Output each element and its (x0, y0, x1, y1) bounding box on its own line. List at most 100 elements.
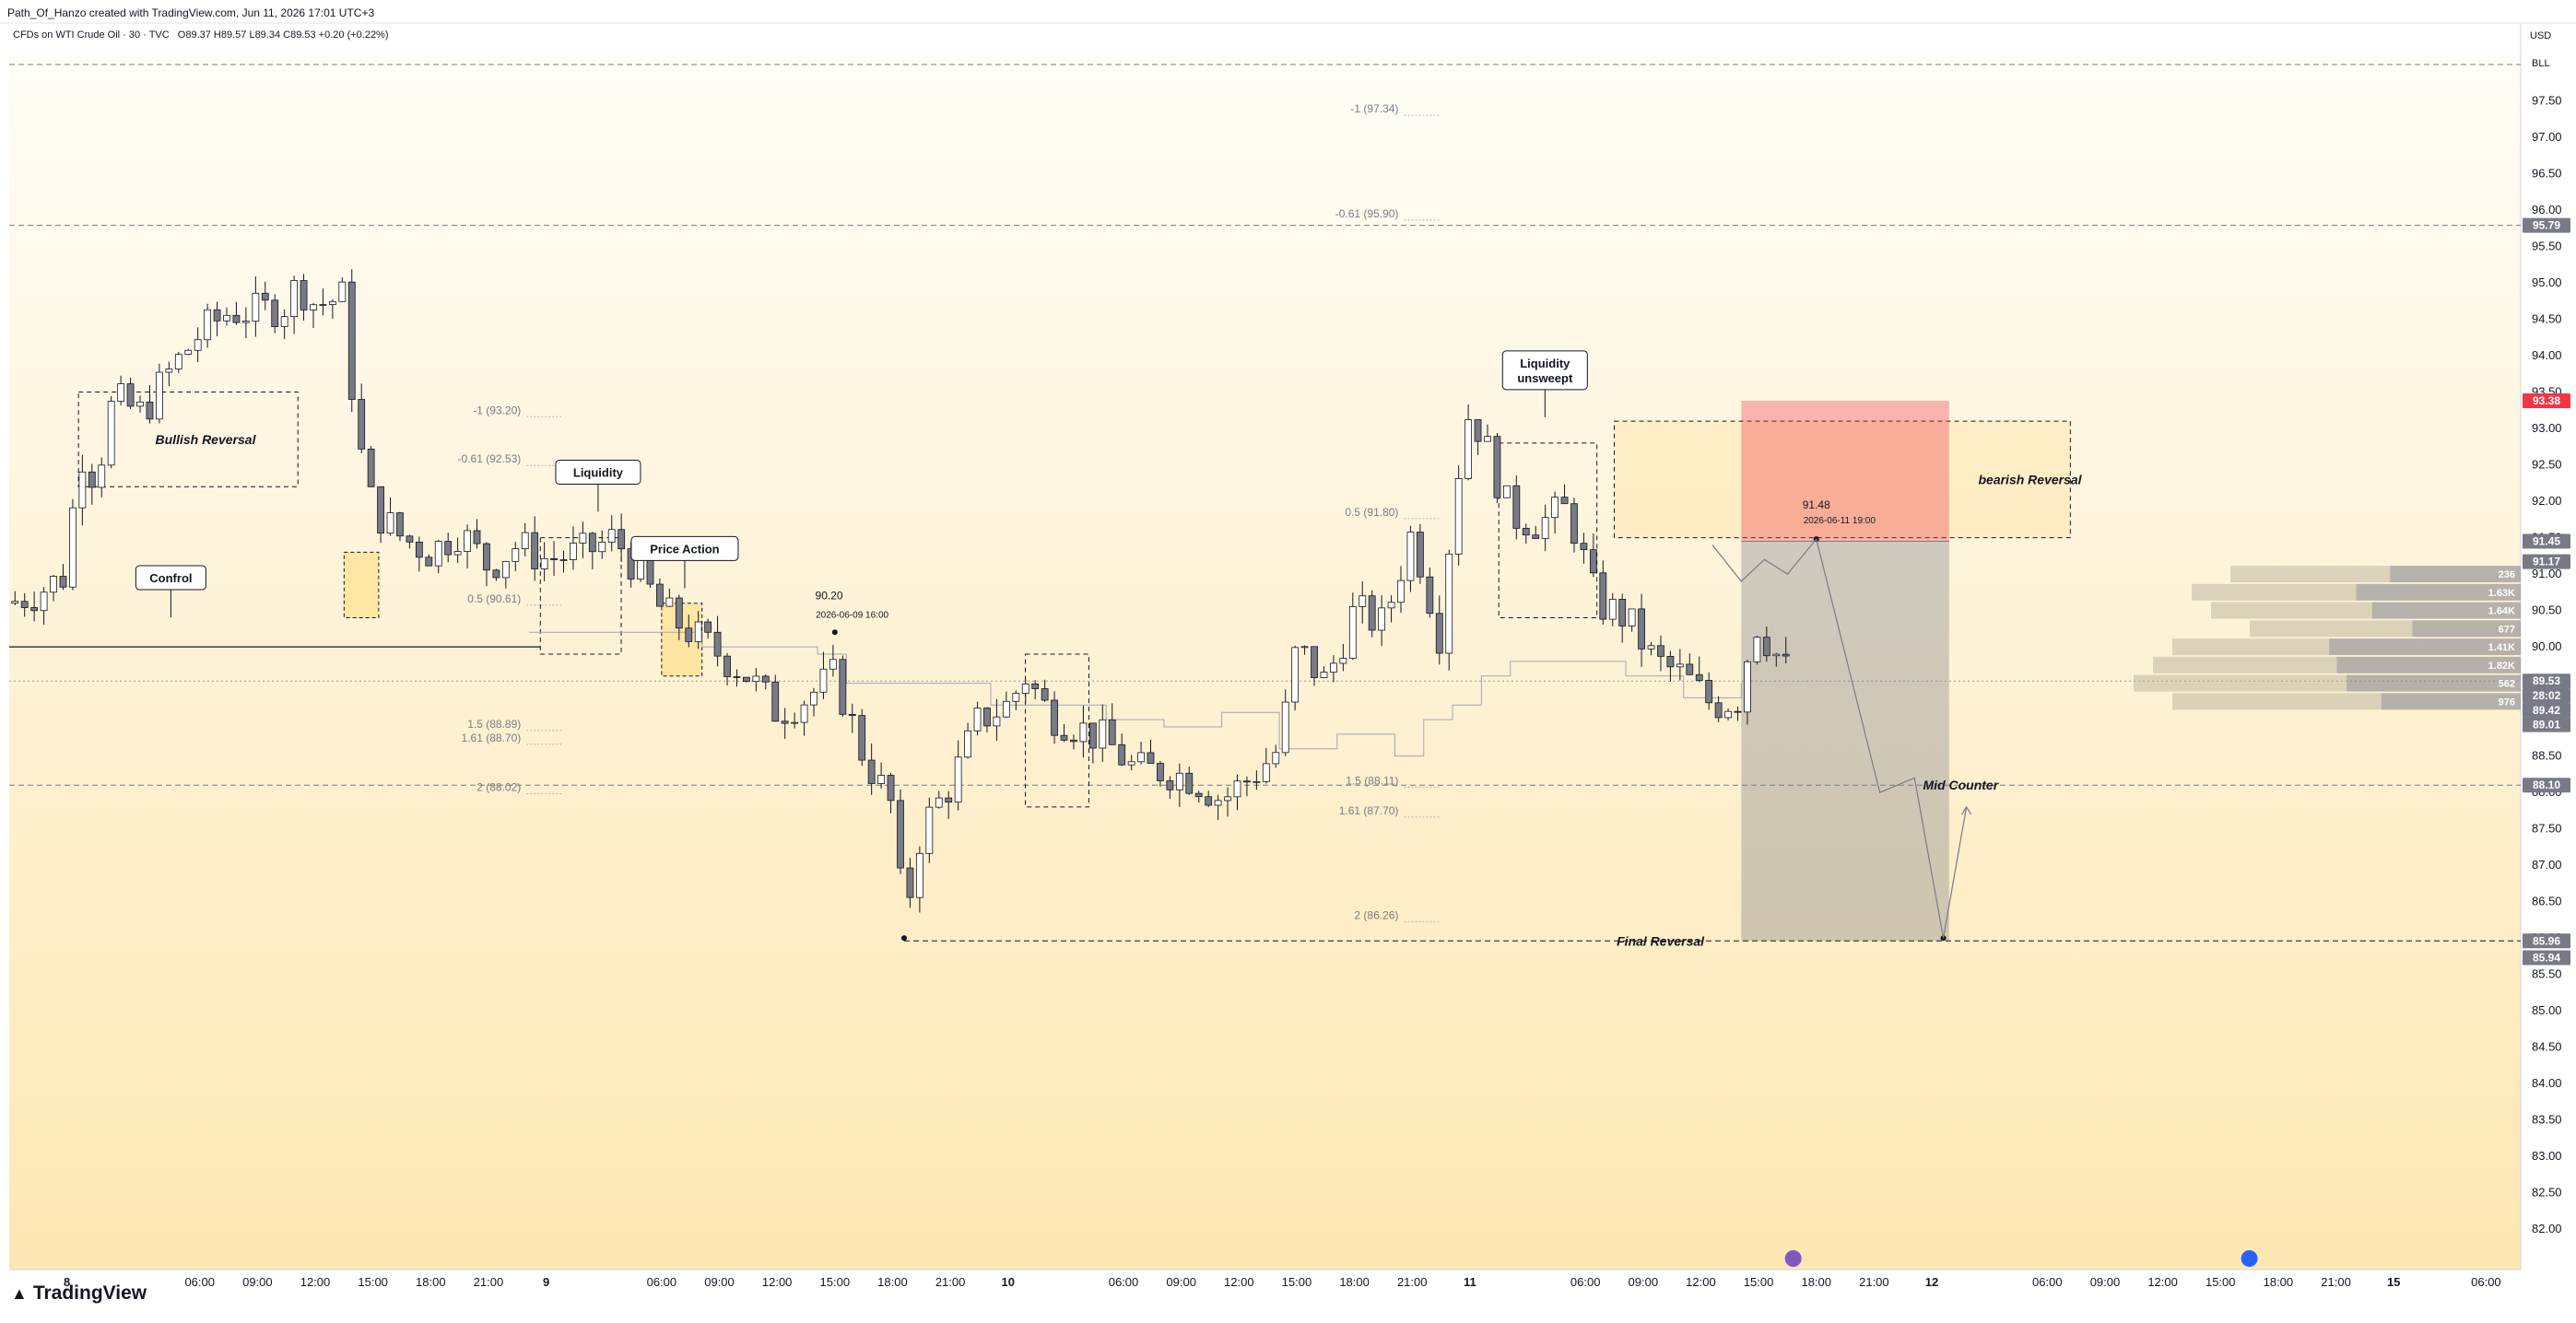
candle-body (1368, 595, 1376, 631)
fib-level-label: -0.61 (92.53) (458, 452, 522, 465)
zone-box-3 (1498, 442, 1598, 618)
candle-body (743, 676, 750, 683)
candle-body (261, 292, 269, 301)
symbol-name[interactable]: CFDs on WTI Crude Oil · 30 · TVC (13, 29, 170, 41)
price-tag (2523, 950, 2570, 966)
volume-profile-bar (2134, 674, 2347, 692)
candle-body (11, 601, 19, 604)
candle-body (1060, 734, 1068, 741)
position-stop-zone (1741, 401, 1949, 542)
y-tick-label: 87.50 (2532, 822, 2562, 836)
candle-body (983, 708, 991, 727)
candle-body (1262, 763, 1270, 782)
candle-body (800, 704, 808, 723)
candle-body (521, 532, 529, 550)
price-tag-label: 89.53 (2533, 674, 2560, 687)
candle-body (377, 486, 384, 534)
x-tick-label: 12:00 (300, 1275, 331, 1289)
candle-body (174, 354, 182, 369)
candle-body (598, 542, 606, 553)
tradingview-logo[interactable]: ▲ TradingView (11, 1282, 147, 1305)
volume-profile-bar-dark (2381, 693, 2521, 710)
price-tag (2523, 717, 2570, 732)
candle-body (40, 591, 48, 612)
candle-body (406, 535, 414, 543)
x-tick-label: 15:00 (2205, 1275, 2236, 1289)
projection-arrowhead (1961, 805, 1972, 815)
unit-label[interactable]: BLL (2532, 58, 2550, 69)
candle-body (328, 300, 336, 305)
annotation-text: Final Reversal (1617, 933, 1705, 948)
candle-body (78, 471, 87, 509)
price-label: 91.48 (1803, 498, 1830, 511)
x-tick-label: 21:00 (1397, 1275, 1428, 1289)
volume-profile-bar-dark (2371, 602, 2521, 619)
candle-body (146, 401, 154, 420)
candle-body (1205, 796, 1213, 806)
price-label: 90.20 (816, 590, 843, 603)
candle-body (473, 530, 481, 544)
y-tick-label: 82.50 (2532, 1186, 2562, 1200)
price-tag (2523, 393, 2570, 409)
candle-body (675, 597, 683, 629)
candle-body (1224, 796, 1231, 802)
candle-body (559, 559, 568, 561)
ohlc-values: O89.37 H89.57 L89.34 C89.53 +0.20 (+0.22… (177, 29, 389, 41)
y-tick-label: 94.50 (2532, 312, 2562, 326)
candle-body (1782, 653, 1790, 657)
candle-body (492, 569, 500, 579)
y-tick-label: 91.00 (2532, 567, 2562, 580)
candle-body (1002, 700, 1010, 718)
candle-body (810, 691, 817, 706)
candle-body (1772, 653, 1781, 657)
annotation-label: Price Action (650, 542, 719, 556)
candle-body (290, 280, 299, 318)
candle-body (1194, 792, 1203, 798)
candle-body (685, 627, 693, 642)
candle-body (665, 597, 674, 607)
x-tick-label: 12:00 (762, 1275, 793, 1289)
candle-body (1281, 701, 1289, 754)
candle-body (915, 852, 923, 898)
volume-profile-bar (2153, 656, 2337, 673)
volume-profile-bar (2172, 693, 2382, 710)
candle-body (1330, 662, 1337, 673)
candle-body (858, 715, 866, 761)
candle-body (69, 507, 76, 588)
candle-body (156, 371, 163, 420)
candle-body (1724, 710, 1732, 719)
currency-label[interactable]: USD (2530, 30, 2552, 41)
x-tick-label: 15:00 (358, 1275, 388, 1289)
candle-body (1387, 602, 1395, 609)
candle-body (1628, 608, 1636, 626)
price-tag-label: 85.96 (2533, 934, 2560, 947)
candle-body (107, 401, 115, 466)
candle-body (1744, 661, 1751, 713)
volume-profile-label: 236 (2499, 569, 2515, 580)
candle-body (223, 314, 230, 322)
candle-body (550, 557, 558, 560)
candle-body (973, 708, 982, 732)
tradingview-logo-icon: ▲ (11, 1284, 28, 1303)
x-tick-label: 06:00 (2471, 1275, 2501, 1289)
candle-body (1320, 672, 1328, 678)
price-tag (2523, 688, 2570, 704)
fib-level-label: -1 (97.34) (1350, 102, 1398, 115)
candle-body (723, 655, 731, 677)
x-tick-label: 15 (2387, 1275, 2400, 1289)
price-tag (2523, 673, 2570, 689)
candle-body (1666, 655, 1675, 668)
candle-body (1570, 503, 1578, 544)
y-tick-label: 96.00 (2532, 203, 2562, 217)
volume-profile-label: 677 (2499, 624, 2515, 635)
zone-box-1 (1613, 420, 2071, 539)
candle-body (1435, 613, 1443, 654)
candle-body (1464, 419, 1473, 479)
candle-body (877, 775, 886, 784)
candle-body (453, 551, 462, 556)
volume-profile-label: 1.64K (2488, 606, 2515, 617)
candle-body (1532, 534, 1540, 539)
volume-profile-label: 1.63K (2488, 588, 2515, 599)
candle-body (1214, 800, 1222, 806)
